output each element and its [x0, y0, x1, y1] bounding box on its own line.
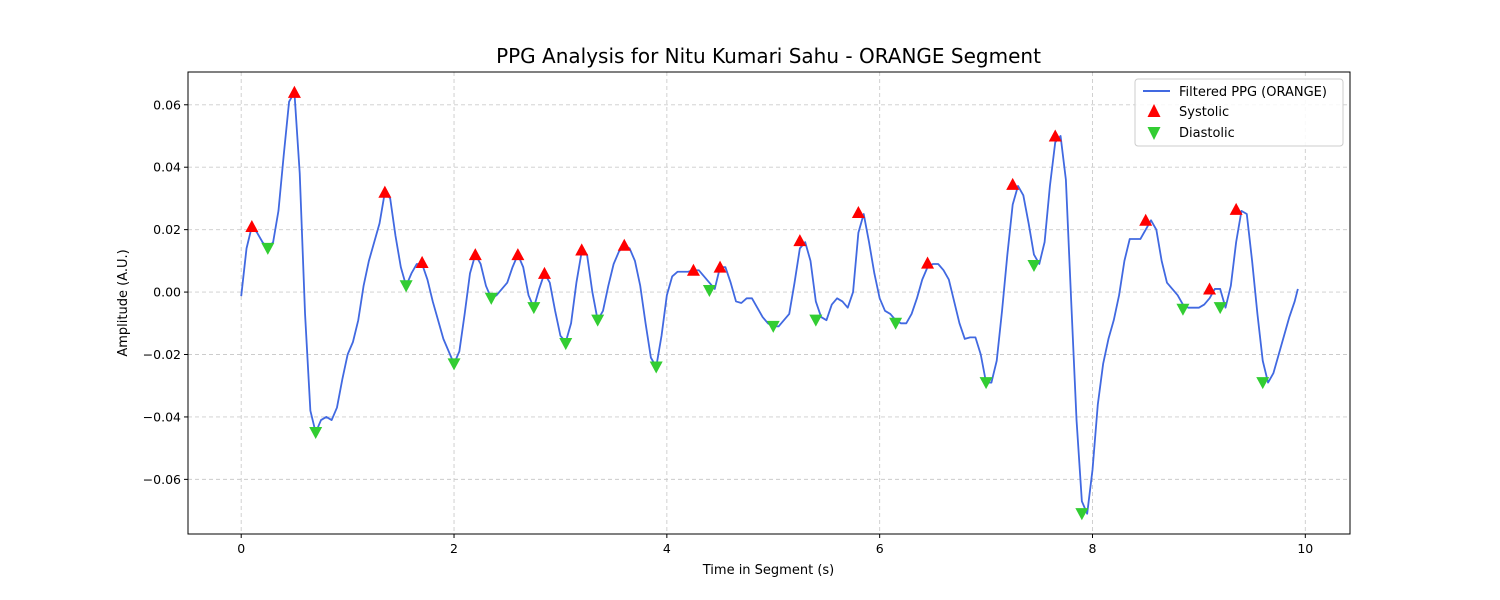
y-tick-label: 0.04 — [153, 160, 181, 175]
x-tick-label: 2 — [450, 541, 458, 556]
diastolic-marker — [979, 377, 993, 390]
systolic-marker — [511, 248, 525, 261]
tick-layer: 0 2 4 6 8 10 −0.06 −0.04 −0.02 0.00 0.02 0.04 0.06 — [143, 97, 1314, 556]
diastolic-marker — [809, 314, 823, 327]
y-tick-label: −0.02 — [143, 347, 181, 362]
diastolic-marker — [559, 338, 573, 351]
systolic-marker — [1229, 202, 1243, 215]
diastolic-marker — [1075, 508, 1089, 521]
diastolic-marker — [591, 314, 605, 327]
x-tick-label: 6 — [876, 541, 884, 556]
y-tick-label: 0.02 — [153, 222, 181, 237]
legend: Filtered PPG (ORANGE) Systolic Diastolic — [1134, 78, 1344, 147]
plot-frame — [187, 71, 1351, 535]
systolic-marker — [1006, 177, 1020, 190]
x-tick-label: 8 — [1089, 541, 1097, 556]
systolic-marker — [1203, 282, 1217, 295]
legend-label-systolic: Systolic — [1179, 105, 1229, 120]
systolic-marker — [415, 255, 429, 268]
systolic-marker — [245, 220, 259, 233]
y-tick-label: 0.06 — [153, 97, 181, 112]
systolic-marker — [537, 266, 551, 279]
y-tick-label: −0.04 — [143, 409, 181, 424]
plot-layer — [240, 85, 1299, 521]
diastolic-marker — [261, 242, 275, 255]
systolic-marker — [851, 205, 865, 218]
diastolic-marker — [766, 320, 780, 333]
x-tick-label: 10 — [1297, 541, 1313, 556]
systolic-marker — [1048, 129, 1062, 142]
diastolic-marker — [1176, 303, 1190, 316]
systolic-marker — [921, 256, 935, 269]
diastolic-marker — [649, 361, 663, 374]
x-axis-label: Time in Segment (s) — [702, 563, 834, 578]
x-tick-label: 4 — [663, 541, 671, 556]
diastolic-marker — [399, 280, 413, 293]
legend-label-filtered-ppg: Filtered PPG (ORANGE) — [1179, 85, 1327, 100]
legend-diastolic-marker — [1147, 127, 1161, 140]
y-axis-label: Amplitude (A.U.) — [116, 249, 131, 356]
chart-title: PPG Analysis for Nitu Kumari Sahu - ORAN… — [496, 44, 1041, 68]
diastolic-marker — [484, 292, 498, 305]
legend-systolic-marker — [1147, 104, 1161, 117]
legend-label-diastolic: Diastolic — [1179, 126, 1235, 141]
systolic-marker — [575, 243, 589, 256]
systolic-marker — [617, 238, 631, 251]
y-tick-label: −0.06 — [143, 472, 181, 487]
systolic-marker — [713, 260, 727, 273]
diastolic-marker — [702, 284, 716, 298]
diastolic-marker — [889, 317, 903, 330]
systolic-marker — [1139, 213, 1153, 226]
y-tick-label: 0.00 — [153, 285, 181, 300]
systolic-marker — [378, 185, 392, 198]
diastolic-marker — [527, 302, 541, 315]
diastolic-marker — [447, 358, 461, 371]
diastolic-marker — [1213, 302, 1227, 315]
systolic-marker — [468, 248, 482, 261]
legend-frame — [1134, 78, 1344, 147]
x-tick-label: 0 — [237, 541, 245, 556]
systolic-marker — [287, 85, 301, 98]
systolic-marker — [793, 234, 807, 247]
systolic-marker — [686, 263, 700, 276]
diastolic-marker — [1027, 260, 1041, 273]
diastolic-marker — [1256, 377, 1270, 390]
diastolic-marker — [309, 427, 323, 440]
